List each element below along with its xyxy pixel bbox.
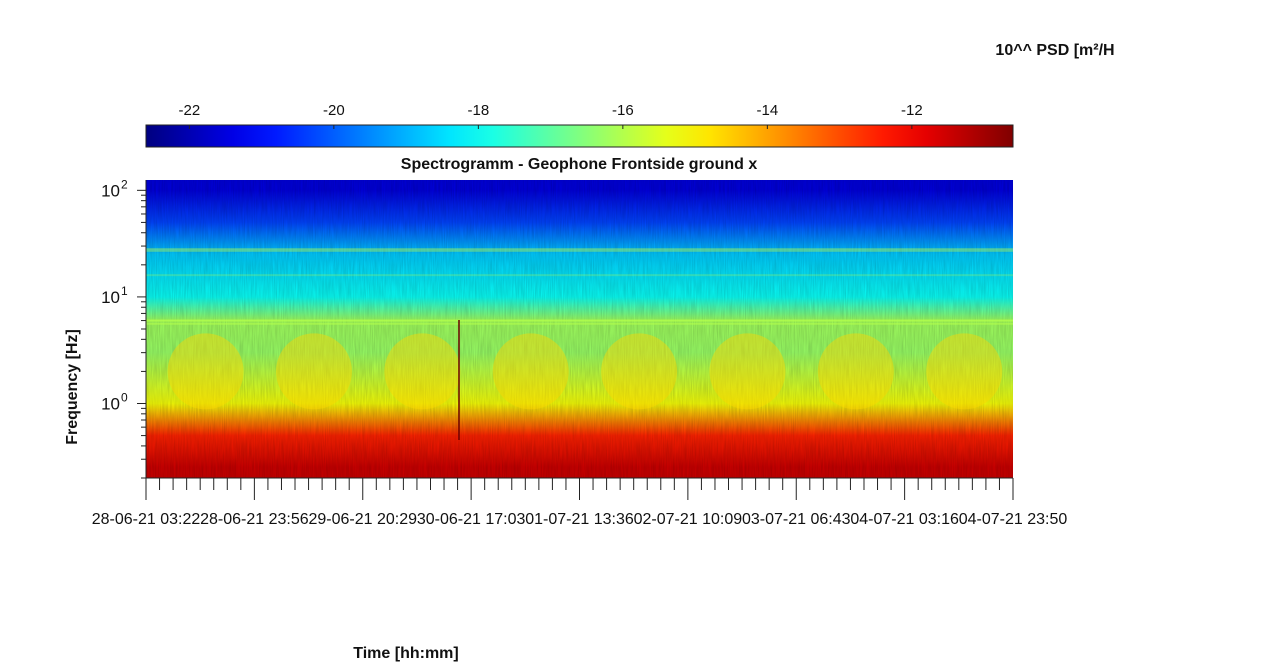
x-tick-label: 28-06-21 23:56: [200, 511, 309, 528]
colorbar-tick-label: -12: [901, 102, 923, 119]
y-tick-base: 10: [101, 181, 120, 200]
diurnal-activity-patch: [492, 333, 569, 410]
diurnal-activity-patch: [601, 333, 678, 410]
y-tick-label: 10 0: [101, 391, 128, 414]
chart-title: Spectrogramm - Geophone Frontside ground…: [401, 156, 758, 173]
diurnal-bands: [146, 248, 1013, 410]
colorbar-tick-label: -22: [179, 102, 201, 119]
resonance-band: [146, 248, 1013, 251]
colorbar-tick-label: -18: [468, 102, 490, 119]
x-axis-label: Time [hh:mm]: [353, 645, 458, 662]
resonance-band: [146, 322, 1013, 325]
x-tick-label: 30-06-21 17:03: [417, 511, 526, 528]
y-tick-exponent: 1: [121, 284, 128, 298]
x-tick-label: 04-07-21 03:16: [850, 511, 959, 528]
colorbar-tick-label: -20: [323, 102, 345, 119]
colorbar-label: 10^^ PSD [m²/H: [995, 42, 1114, 59]
resonance-band: [146, 274, 1013, 277]
diurnal-activity-patch: [926, 333, 1003, 410]
diurnal-activity-patch: [384, 333, 461, 410]
diurnal-activity-patch: [275, 333, 352, 410]
colorbar-ticks: -22 -20 -18 -16 -14 -12: [179, 102, 923, 129]
y-tick-label: 10 2: [101, 177, 128, 200]
x-tick-label: 04-07-21 23:50: [959, 511, 1068, 528]
diurnal-activity-patch: [817, 333, 894, 410]
resonance-band: [146, 249, 1013, 252]
x-tick-label: 03-07-21 06:43: [742, 511, 851, 528]
diurnal-activity-patch: [709, 333, 786, 410]
x-axis: 28-06-21 03:22 28-06-21 23:56 29-06-21 20:…: [92, 477, 1068, 528]
colorbar-tick-label: -16: [612, 102, 634, 119]
spectrogram-texture: [146, 180, 1013, 478]
resonance-band: [146, 319, 1013, 322]
y-tick-label: 10 1: [101, 284, 128, 307]
x-tick-label: 01-07-21 13:36: [525, 511, 634, 528]
colorbar-tick-label: -14: [757, 102, 779, 119]
diurnal-activity-patch: [167, 333, 244, 410]
y-tick-base: 10: [101, 395, 120, 414]
x-tick-label: 29-06-21 20:29: [308, 511, 417, 528]
x-tick-label: 02-07-21 10:09: [634, 511, 743, 528]
x-tick-label: 28-06-21 03:22: [92, 511, 201, 528]
colorbar-gradient: [145, 124, 1014, 148]
y-tick-exponent: 0: [121, 391, 128, 405]
colorbar: -22 -20 -18 -16 -14 -12: [145, 102, 1014, 148]
y-axis-label: Frequency [Hz]: [64, 329, 81, 445]
y-tick-exponent: 2: [121, 177, 128, 191]
spectrogram-plot: [146, 180, 1013, 478]
y-tick-base: 10: [101, 288, 120, 307]
